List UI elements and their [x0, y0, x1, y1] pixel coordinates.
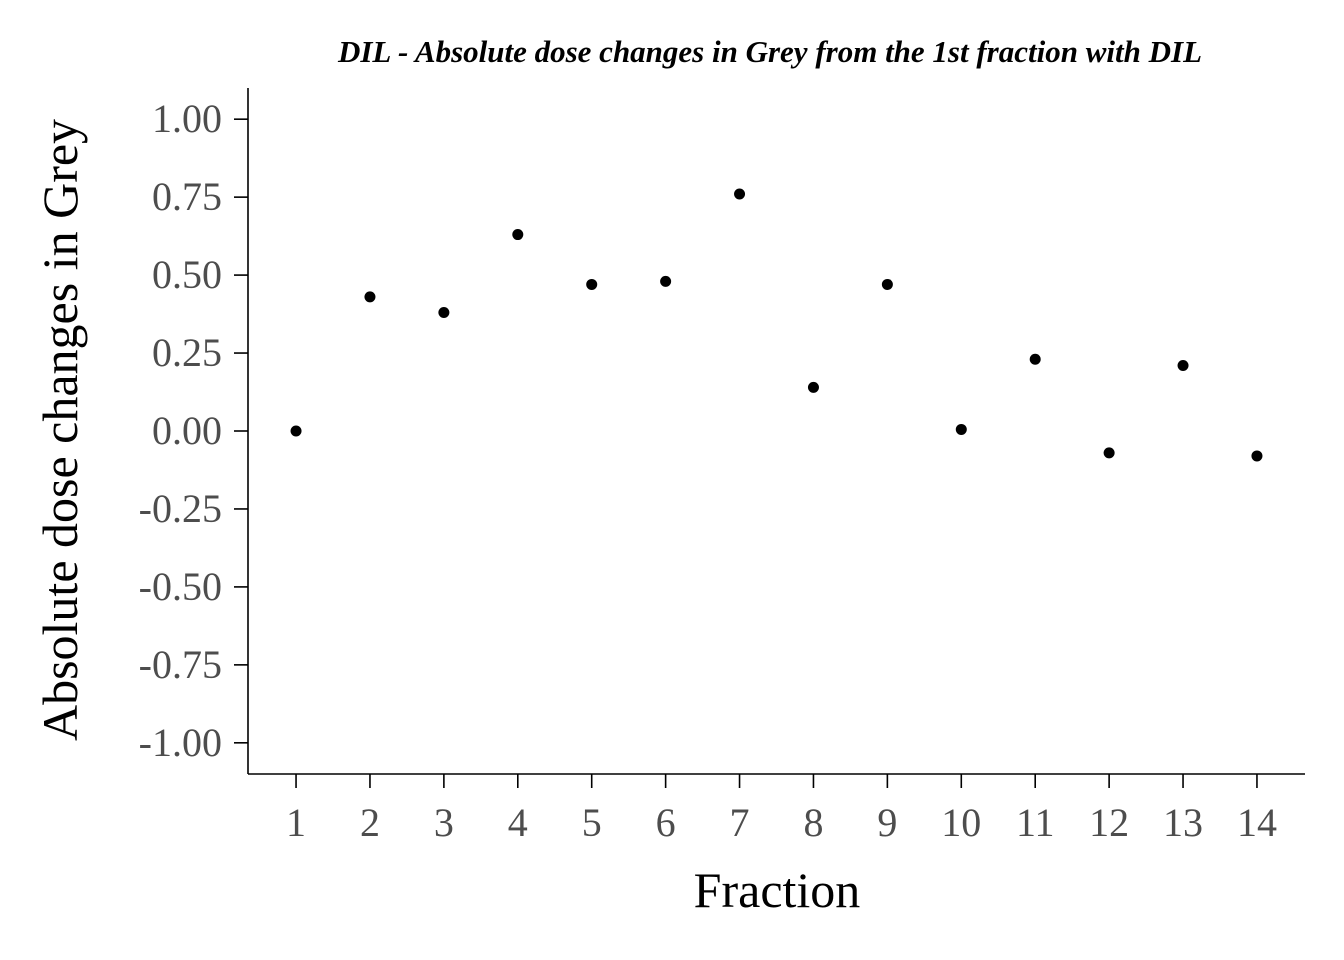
data-point [438, 307, 450, 319]
x-tick-label: 1 [286, 800, 306, 845]
x-tick-label: 7 [730, 800, 750, 845]
x-axis-ticks: 1 2 3 4 5 6 7 8 9 10 11 12 13 14 [286, 774, 1277, 845]
y-tick-label: -1.00 [139, 720, 222, 765]
x-tick-label: 11 [1016, 800, 1055, 845]
data-points [290, 188, 1263, 462]
y-tick-label: -0.75 [139, 642, 222, 687]
y-tick-label: 0.00 [152, 408, 222, 453]
x-tick-label: 8 [803, 800, 823, 845]
x-tick-label: 6 [656, 800, 676, 845]
data-point [807, 381, 819, 393]
x-axis-title: Fraction [694, 862, 861, 918]
data-point [660, 275, 672, 287]
y-axis-title: Absolute dose changes in Grey [32, 119, 88, 741]
x-tick-label: 3 [434, 800, 454, 845]
data-point [1251, 450, 1263, 462]
x-tick-label: 10 [941, 800, 981, 845]
chart-title: DIL - Absolute dose changes in Grey from… [337, 34, 1202, 69]
data-point [290, 425, 302, 437]
data-point [881, 278, 893, 290]
x-tick-label: 12 [1089, 800, 1129, 845]
y-axis-ticks: 1.00 0.75 0.50 0.25 0.00 -0.25 -0.50 -0.75 -1.00 [139, 96, 248, 765]
data-point [364, 291, 376, 303]
data-point [1103, 447, 1115, 459]
x-tick-label: 2 [360, 800, 380, 845]
x-tick-label: 13 [1163, 800, 1203, 845]
data-point [512, 229, 524, 241]
x-tick-label: 5 [582, 800, 602, 845]
x-tick-label: 14 [1237, 800, 1277, 845]
y-tick-label: -0.25 [139, 486, 222, 531]
y-tick-label: 0.75 [152, 174, 222, 219]
y-tick-label: -0.50 [139, 564, 222, 609]
x-tick-label: 9 [877, 800, 897, 845]
data-point [1177, 360, 1189, 372]
data-point [586, 278, 598, 290]
y-tick-label: 1.00 [152, 96, 222, 141]
data-point [1029, 353, 1041, 365]
data-point [734, 188, 746, 200]
data-point [955, 423, 967, 435]
x-tick-label: 4 [508, 800, 528, 845]
y-tick-label: 0.25 [152, 330, 222, 375]
y-tick-label: 0.50 [152, 252, 222, 297]
